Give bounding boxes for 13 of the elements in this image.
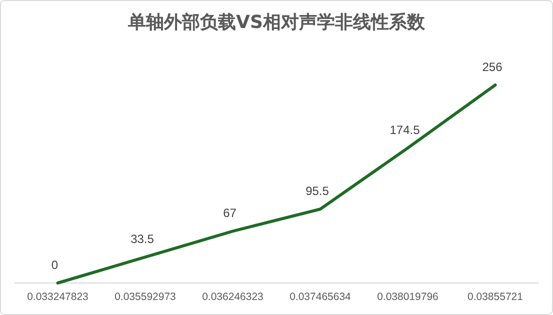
data-label: 33.5: [130, 232, 154, 246]
x-tick-label: 0.037465634: [290, 291, 352, 303]
chart-title: 单轴外部负载VS相对声学非线性系数: [127, 12, 426, 33]
data-label: 0: [51, 258, 58, 272]
x-tick-label: 0.036246323: [202, 291, 264, 303]
x-tick-label: 0.035592973: [114, 291, 176, 303]
data-label: 174.5: [390, 123, 420, 138]
data-label: 95.5: [306, 184, 330, 198]
x-tick-label: 0.038019796: [377, 291, 439, 303]
x-tick-label: 0.033247823: [27, 291, 89, 303]
data-label: 256: [482, 60, 503, 74]
data-label: 67: [223, 206, 237, 220]
x-tick-label: 0.03855721: [468, 291, 524, 303]
